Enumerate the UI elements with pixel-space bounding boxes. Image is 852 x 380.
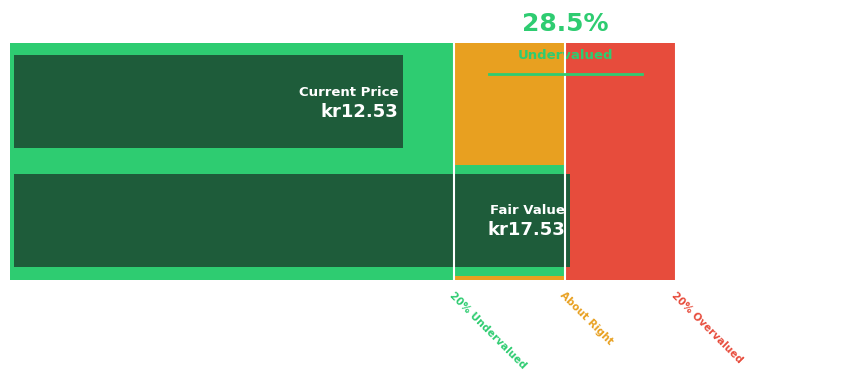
Text: 20% Overvalued: 20% Overvalued — [669, 290, 744, 365]
Bar — [10, 43, 454, 280]
Text: About Right: About Right — [558, 290, 614, 347]
Text: kr17.53: kr17.53 — [487, 221, 565, 239]
Text: 28.5%: 28.5% — [521, 12, 608, 36]
Bar — [454, 43, 565, 280]
Text: kr12.53: kr12.53 — [320, 103, 398, 120]
Text: Fair Value: Fair Value — [490, 204, 565, 217]
Text: 20% Undervalued: 20% Undervalued — [446, 290, 527, 370]
Bar — [14, 55, 402, 149]
Text: Undervalued: Undervalued — [517, 49, 613, 62]
Text: Current Price: Current Price — [298, 86, 398, 99]
Bar — [10, 165, 565, 276]
Bar — [10, 47, 406, 157]
Bar — [14, 174, 569, 267]
Bar — [565, 43, 676, 280]
